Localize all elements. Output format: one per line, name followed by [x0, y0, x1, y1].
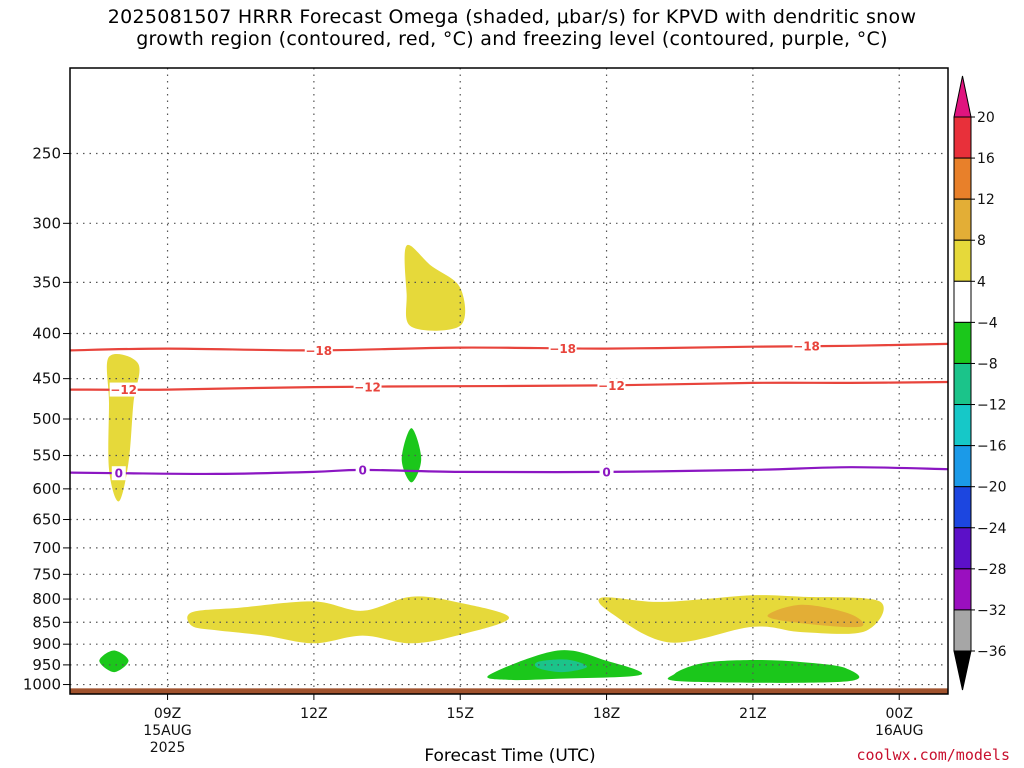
- colorbar-bin-3: [953, 239, 972, 282]
- contour-label-bg: [304, 343, 333, 358]
- y-tick-label-850: 850: [32, 613, 61, 631]
- contour-label-1-2: −12: [598, 379, 625, 393]
- colorbar-bin-9: [953, 486, 972, 529]
- y-tick-label-300: 300: [32, 214, 61, 232]
- title-line-2: growth region (contoured, red, °C) and f…: [136, 28, 888, 50]
- colorbar-label-9: −20: [977, 480, 1007, 496]
- omega-region-8: [667, 659, 860, 683]
- colorbar-bin-2: [953, 198, 972, 241]
- ground-layer: [70, 688, 948, 694]
- colorbar-label-3: 8: [977, 233, 986, 249]
- omega-region-1: [404, 244, 466, 331]
- y-axis: 250 300 350 400 450 500 550 600 650 700 750 800 850 9…: [23, 144, 70, 694]
- colorbar-label-8: −16: [977, 439, 1007, 455]
- colorbar-label-6: −8: [977, 356, 998, 372]
- contour-label-2-1: 0: [358, 463, 366, 477]
- contour-label-bg: [597, 378, 626, 393]
- contour-label-bg: [109, 382, 138, 397]
- contour-line-2: [70, 466, 948, 476]
- contour-label-1-0: −12: [110, 383, 137, 397]
- colorbar-bin-1: [953, 157, 972, 200]
- contour-label-0-0: −18: [305, 344, 332, 358]
- x-tick-label-15Z: 15Z: [447, 706, 474, 722]
- colorbar-bin-7: [953, 404, 972, 447]
- y-tick-label-900: 900: [32, 635, 61, 653]
- colorbar-bin-12: [953, 609, 972, 652]
- colorbar-label-1: 16: [977, 151, 995, 167]
- colorbar-label-7: −12: [977, 398, 1007, 414]
- contour-label-0-2: −18: [793, 340, 820, 354]
- colorbar-bin-10: [953, 527, 972, 570]
- credit-text: coolwx.com/models: [856, 746, 1010, 764]
- x-tick-date-09Z: 15AUG: [143, 723, 192, 739]
- y-tick-label-650: 650: [32, 511, 61, 529]
- colorbar-top-arrow: [953, 75, 972, 118]
- contour-label-1-1: −12: [354, 380, 381, 394]
- y-tick-label-350: 350: [32, 273, 61, 291]
- contour-label-bg: [355, 462, 370, 477]
- ground-fill: [70, 688, 948, 694]
- y-tick-label-1000: 1000: [23, 676, 61, 694]
- y-tick-label-250: 250: [32, 144, 61, 162]
- colorbar-label-11: −28: [977, 562, 1007, 578]
- y-tick-label-950: 950: [32, 656, 61, 674]
- contour-line-0: [70, 342, 948, 352]
- omega-shading: [99, 244, 884, 683]
- colorbar-label-12: −32: [977, 603, 1007, 619]
- contour-label-bg: [548, 341, 577, 356]
- contour-label-bg: [599, 464, 614, 479]
- omega-region-2: [187, 596, 510, 644]
- y-tick-label-550: 550: [32, 447, 61, 465]
- omega-region-5: [401, 428, 422, 483]
- contour-label-bg: [353, 379, 382, 394]
- contour-line-1: [70, 380, 948, 391]
- contour-label-2-2: 0: [602, 465, 610, 479]
- x-axis-title: Forecast Time (UTC): [424, 746, 596, 766]
- y-tick-label-800: 800: [32, 590, 61, 608]
- colorbar: 20 16 12 8 4 −4 −8 −12 −16 −20 −24 −28 −32 −36: [953, 75, 1007, 691]
- y-tick-label-600: 600: [32, 480, 61, 498]
- x-tick-label-21Z: 21Z: [739, 706, 766, 722]
- y-tick-label-700: 700: [32, 539, 61, 557]
- omega-region-9: [534, 659, 588, 673]
- contour-label-2-0: 0: [115, 467, 123, 481]
- x-tick-label-00Z: 00Z: [886, 706, 913, 722]
- y-tick-label-750: 750: [32, 565, 61, 583]
- colorbar-bin-0: [953, 116, 972, 159]
- x-tick-year-09Z: 2025: [150, 740, 186, 756]
- colorbar-bin-5: [953, 321, 972, 364]
- colorbar-label-13: −36: [977, 644, 1007, 660]
- chart-title: 2025081507 HRRR Forecast Omega (shaded, …: [0, 6, 1024, 50]
- y-tick-label-500: 500: [32, 410, 61, 428]
- temperature-contours: −18 −18 −18 −12 −12 −12 0 0 0: [70, 339, 948, 481]
- x-tick-label-09Z: 09Z: [154, 706, 181, 722]
- y-tick-label-400: 400: [32, 325, 61, 343]
- colorbar-bin-6: [953, 362, 972, 406]
- colorbar-label-10: −24: [977, 521, 1007, 537]
- y-tick-label-450: 450: [32, 370, 61, 388]
- colorbar-bottom-arrow: [953, 650, 972, 691]
- colorbar-label-4: 4: [977, 274, 986, 290]
- colorbar-bin-8: [953, 445, 972, 488]
- colorbar-bin-4: [953, 280, 972, 323]
- colorbar-label-2: 12: [977, 192, 995, 208]
- colorbar-label-5: −4: [977, 315, 998, 331]
- contour-label-0-1: −18: [549, 342, 576, 356]
- x-tick-label-18Z: 18Z: [593, 706, 620, 722]
- contour-label-bg: [792, 339, 821, 354]
- x-tick-label-12Z: 12Z: [300, 706, 327, 722]
- title-line-1: 2025081507 HRRR Forecast Omega (shaded, …: [107, 6, 917, 28]
- omega-region-6: [99, 650, 129, 673]
- plot-frame: [69, 67, 949, 695]
- colorbar-label-0: 20: [977, 110, 995, 126]
- colorbar-bin-11: [953, 568, 972, 611]
- contour-label-bg: [111, 466, 126, 481]
- x-tick-date-00Z: 16AUG: [875, 723, 924, 739]
- omega-region-4: [767, 604, 864, 628]
